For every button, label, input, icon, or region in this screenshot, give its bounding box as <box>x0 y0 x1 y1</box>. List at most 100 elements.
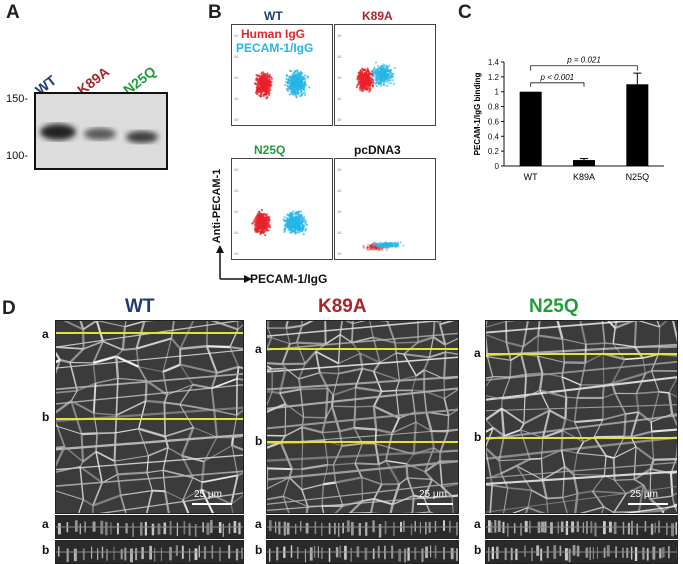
tick-label: 10 <box>337 54 342 59</box>
micrograph-wt: 25 μm <box>55 320 244 514</box>
tick-label: 10 <box>234 230 239 235</box>
mw-100: 100- <box>6 150 28 162</box>
strip-label-a: a <box>474 517 481 531</box>
cell-membranes <box>56 321 243 513</box>
x-tick-label: N25Q <box>626 172 650 182</box>
tick-label: 10 <box>337 209 342 214</box>
xz-strip-n25q-b <box>485 540 678 564</box>
y-tick-label: 1.4 <box>488 58 500 67</box>
western-blot <box>34 92 168 170</box>
x-axis-label: PECAM-1/IgG <box>250 272 327 286</box>
micro-title-wt: WT <box>125 296 155 318</box>
cell-membranes <box>486 321 677 513</box>
tick-label: 10 <box>337 75 342 80</box>
x-tick-label: K89A <box>573 172 595 182</box>
scan-line-a <box>486 353 677 355</box>
panel-a-label: A <box>6 2 20 24</box>
row-label-a: a <box>255 342 262 356</box>
scale-label: 25 μm <box>194 489 222 500</box>
panel-d-label: D <box>2 298 16 320</box>
tick-label: 10 <box>337 230 342 235</box>
scan-line-a <box>56 332 243 334</box>
dots-pecam-igg <box>283 210 309 235</box>
micro-title-n25q: N25Q <box>529 296 579 318</box>
scale-label: 25 μm <box>630 489 658 500</box>
y-tick-label: 1.2 <box>488 73 500 82</box>
bar-k89a <box>573 160 595 166</box>
bracket <box>531 83 584 87</box>
strip-label-b: b <box>474 543 481 557</box>
tick-label: 10 <box>337 117 342 122</box>
panel-b-label: B <box>208 2 222 24</box>
dots-pecam-igg <box>372 61 396 87</box>
tick-label: 10 <box>234 75 239 80</box>
bracket <box>531 66 638 71</box>
row-label-a: a <box>474 346 481 360</box>
tick-label: 10 <box>337 251 342 256</box>
tick-label: 10 <box>234 33 239 38</box>
strip-label-a: a <box>42 517 49 531</box>
xz-strip-n25q-a <box>485 515 678 539</box>
x-tick-label: WT <box>524 172 538 182</box>
tick-label: 10 <box>337 33 342 38</box>
tick-label: 10 <box>337 96 342 101</box>
micrograph-k89a: 25 μm <box>266 320 459 514</box>
dots-pecam-igg <box>284 69 310 98</box>
scan-line-a <box>267 348 458 350</box>
tick-label: 10 <box>234 167 239 172</box>
bar-n25q <box>626 84 648 166</box>
scale-bar <box>417 503 453 505</box>
y-tick-label: 0.2 <box>488 147 500 156</box>
axis-arrows <box>214 245 254 285</box>
facs-plot-pcdna3: 10 10 10 10 10 <box>334 158 436 260</box>
band-wt <box>40 124 76 140</box>
xz-strip-k89a-b <box>266 540 459 564</box>
scale-bar <box>628 503 668 505</box>
scale-bar <box>192 503 232 505</box>
mw-150: 150- <box>6 93 28 105</box>
y-axis-label: PECAM-1/IgG binding <box>473 73 482 156</box>
tick-label: 10 <box>234 96 239 101</box>
tick-label: 10 <box>337 167 342 172</box>
facs-title-k89a: K89A <box>362 9 393 23</box>
strip-label-b: b <box>255 543 262 557</box>
micrograph-n25q: 25 μm <box>485 320 678 514</box>
y-tick-label: 0.6 <box>488 117 500 126</box>
p-value-label: p = 0.021 <box>566 56 601 65</box>
scan-line-b <box>486 437 677 439</box>
micro-title-k89a: K89A <box>318 296 367 318</box>
strip-label-b: b <box>42 543 49 557</box>
row-label-b: b <box>42 410 49 424</box>
y-tick-label: 0 <box>495 162 500 171</box>
xz-strip-k89a-a <box>266 515 459 539</box>
tick-label: 10 <box>337 188 342 193</box>
bar-wt <box>520 92 542 166</box>
scan-line-b <box>56 418 243 420</box>
row-label-a: a <box>42 327 49 341</box>
band-n25q <box>126 131 158 143</box>
row-label-b: b <box>474 430 481 444</box>
tick-label: 10 <box>234 209 239 214</box>
y-tick-label: 0.4 <box>488 132 500 141</box>
tick-label: 10 <box>234 188 239 193</box>
scale-label: 25 μm <box>419 489 447 500</box>
y-tick-label: 0.8 <box>488 103 500 112</box>
legend-pecam-igg: PECAM-1/IgG <box>236 41 313 55</box>
facs-title-n25q: N25Q <box>254 143 285 157</box>
panel-c-label: C <box>458 2 472 24</box>
facs-plot-k89a: 10 10 10 10 10 <box>334 24 436 126</box>
facs-title-pcdna3: pcDNA3 <box>354 143 401 157</box>
bar-chart: 0 0.2 0.4 0.6 0.8 1 1.2 1.4 PECAM-1/IgG binding W… <box>470 40 675 190</box>
y-tick-label: 1 <box>495 88 500 97</box>
strip-label-a: a <box>255 517 262 531</box>
xz-strip-wt-a <box>55 515 244 539</box>
xz-strip-wt-b <box>55 540 244 564</box>
legend-human-igg: Human IgG <box>241 27 305 41</box>
band-k89a <box>84 128 116 140</box>
tick-label: 10 <box>234 117 239 122</box>
row-label-b: b <box>255 434 262 448</box>
dots-human-igg <box>254 71 273 99</box>
facs-title-wt: WT <box>264 9 283 23</box>
dots-human-igg <box>251 209 271 236</box>
p-value-label: p < 0.001 <box>540 73 575 82</box>
